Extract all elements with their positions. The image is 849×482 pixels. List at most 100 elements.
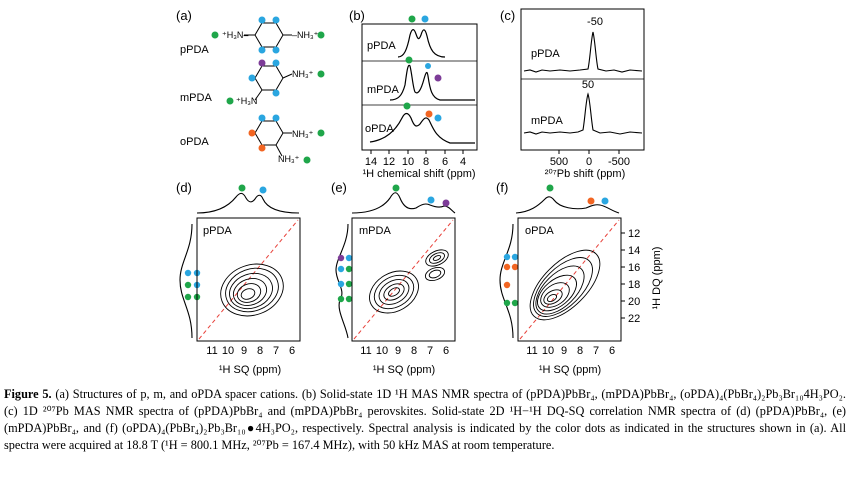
tick-label: 500 xyxy=(550,156,568,168)
tick-label: 14 xyxy=(365,156,377,168)
nh3-label: ⁺H₃N– xyxy=(222,30,248,40)
mpda-ring xyxy=(254,65,284,91)
blue-dot xyxy=(272,59,280,67)
panel-c-frame xyxy=(520,8,645,151)
ppda-ring xyxy=(254,22,284,48)
tick-label: 10 xyxy=(402,156,414,168)
opda-ring xyxy=(254,120,284,146)
y-axis-label: ¹H DQ (ppm) xyxy=(651,247,663,310)
green-dot xyxy=(511,299,519,307)
purple-dot xyxy=(337,254,345,262)
tick-label: 8 xyxy=(411,345,417,357)
x-axis-label: ¹H chemical shift (ppm) xyxy=(362,168,475,180)
tick-label: 12 xyxy=(383,156,395,168)
tick-label: 12 xyxy=(628,228,640,240)
green-dot xyxy=(226,97,234,105)
green-dot xyxy=(184,281,192,289)
orange-dot xyxy=(503,263,511,271)
tick-label: 11 xyxy=(526,345,537,357)
diagonal-line xyxy=(519,219,620,340)
blue-dot xyxy=(601,197,609,205)
spectrum-mpda xyxy=(389,64,475,101)
blue-dot xyxy=(425,63,431,69)
panel-a-dots xyxy=(211,16,325,164)
tick-label: 4 xyxy=(460,156,466,168)
green-dot xyxy=(405,56,413,64)
nh3-label: NH₃⁺ xyxy=(278,154,300,164)
nh3-label: NH₃⁺ xyxy=(292,69,314,79)
blue-dot xyxy=(258,16,266,24)
green-dot xyxy=(184,293,192,301)
tick-label: 16 xyxy=(628,262,640,274)
blue-dot xyxy=(258,46,266,54)
diagonal-line xyxy=(353,219,454,340)
panel-c-xaxis: 500 0 -500 ²⁰⁷Pb shift (ppm) xyxy=(545,150,630,180)
spectrum-ppda xyxy=(523,31,643,73)
panel-e-label: (e) xyxy=(331,180,347,195)
green-dot xyxy=(317,129,325,137)
panel-d-label: (d) xyxy=(176,180,192,195)
tick-label: 9 xyxy=(395,345,401,357)
tick-label: 7 xyxy=(593,345,599,357)
panel-d-frame xyxy=(196,217,301,342)
blue-dot xyxy=(184,269,192,277)
peak-label: 50 xyxy=(582,79,594,91)
blue-dot xyxy=(248,74,256,82)
trace-label-ppda: pPDA xyxy=(367,40,396,52)
tick-label: 14 xyxy=(628,245,640,257)
panel-f-yaxis: 12 14 16 18 20 22 ¹H DQ (ppm) xyxy=(621,228,663,325)
tick-label: 10 xyxy=(542,345,554,357)
orange-dot xyxy=(587,197,595,205)
contours-f xyxy=(529,249,601,321)
blue-dot xyxy=(272,114,280,122)
x-axis-label: ¹H SQ (ppm) xyxy=(373,364,435,376)
nh3-label: –NH₃⁺ xyxy=(292,30,319,40)
blue-dot xyxy=(503,253,511,261)
panel-e-name: mPDA xyxy=(359,225,391,237)
projection-top xyxy=(351,192,456,214)
diagonal-line xyxy=(198,219,299,340)
spectrum-opda xyxy=(369,112,475,144)
tick-label: 10 xyxy=(376,345,388,357)
trace-label-mpda: mPDA xyxy=(531,115,563,127)
blue-dot xyxy=(272,89,280,97)
panel-f-xaxis: 11 10 9 8 7 6 ¹H SQ (ppm) xyxy=(526,345,615,376)
tick-label: 18 xyxy=(628,279,640,291)
blue-dot xyxy=(259,186,267,194)
tick-label: 11 xyxy=(360,345,371,357)
tick-label: 8 xyxy=(577,345,583,357)
caption-text: (a) Structures of p, m, and oPDA spacer … xyxy=(4,387,846,452)
panel-a-label: (a) xyxy=(176,8,192,23)
trace-label-ppda: pPDA xyxy=(531,48,560,60)
blue-dot xyxy=(421,15,429,23)
orange-dot xyxy=(258,144,266,152)
green-dot xyxy=(317,31,325,39)
contours-e xyxy=(369,249,449,314)
blue-dot xyxy=(337,265,345,273)
orange-dot xyxy=(511,263,519,271)
blue-dot xyxy=(434,114,442,122)
projection-top xyxy=(515,196,620,214)
purple-dot xyxy=(442,199,450,207)
panel-d-xaxis: 11 10 9 8 7 6 ¹H SQ (ppm) xyxy=(206,345,295,376)
tick-label: 7 xyxy=(427,345,433,357)
green-dot xyxy=(345,280,353,288)
trace-label-opda: oPDA xyxy=(365,123,394,135)
projection-top xyxy=(196,192,300,214)
figure-caption: Figure 5. (a) Structures of p, m, and oP… xyxy=(4,386,846,454)
tick-label: 20 xyxy=(628,296,640,308)
ppda-label: pPDA xyxy=(180,44,209,56)
orange-dot xyxy=(503,281,511,289)
tick-label: 0 xyxy=(586,156,592,168)
tick-label: 6 xyxy=(442,156,448,168)
mpda-label: mPDA xyxy=(180,92,212,104)
panel-b-label: (b) xyxy=(349,8,365,23)
green-dot xyxy=(345,265,353,273)
spectrum-ppda xyxy=(397,29,446,58)
panel-d-name: pPDA xyxy=(203,225,232,237)
blue-dot xyxy=(272,16,280,24)
figure-5: (a) ⁺H₃N– –NH₃⁺ NH₃⁺ ⁺H₃N NH₃⁺ NH₃⁺ pPDA… xyxy=(176,8,663,376)
green-dot xyxy=(238,184,246,192)
tick-label: 6 xyxy=(609,345,615,357)
panel-f-name: oPDA xyxy=(525,225,554,237)
